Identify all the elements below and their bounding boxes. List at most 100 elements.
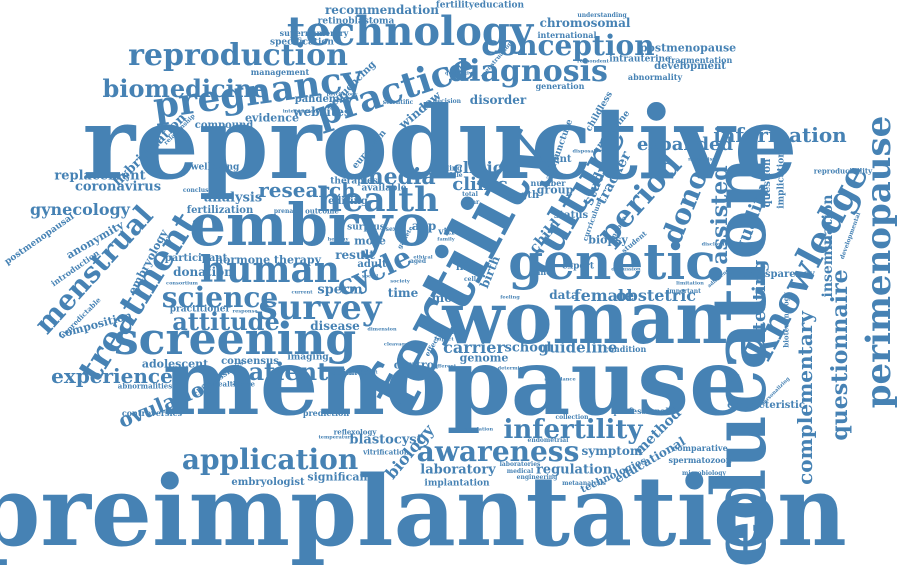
- word-insemination: insemination: [820, 194, 836, 298]
- word-young: young: [437, 329, 459, 336]
- word-diagnosis: diagnosis: [448, 54, 608, 89]
- word-controversies: controversies: [121, 408, 183, 418]
- word-supernumerary: supernumerary: [279, 28, 349, 38]
- word-application: application: [181, 443, 359, 476]
- word-discussion: discussion: [611, 266, 641, 273]
- word-imaging: imaging: [287, 352, 329, 363]
- word-adjunct: adjunct: [332, 367, 366, 377]
- word-surplus: surplus: [347, 222, 385, 233]
- word-genome: genome: [459, 351, 509, 365]
- word-outcome: outcome: [305, 206, 339, 216]
- word-technology: technology: [286, 8, 534, 55]
- word-significant: significant: [307, 470, 373, 484]
- word-reproduction: reproduction: [128, 38, 348, 73]
- word-social: social: [361, 273, 379, 280]
- word-status: status: [553, 210, 589, 221]
- word-collection: collection: [555, 414, 589, 421]
- word-websites: websites: [293, 105, 351, 119]
- word-vitrification: vitrification: [363, 447, 409, 457]
- word-sperm: sperm: [317, 282, 363, 298]
- word-cell: cell: [463, 276, 477, 283]
- word-aged: aged: [409, 258, 427, 265]
- word-research: research: [258, 178, 356, 202]
- word-assisted: assisted: [707, 165, 733, 265]
- word-psychology: psychology: [326, 91, 358, 98]
- word-evidence: evidence: [245, 111, 299, 125]
- word-generation: generation: [535, 81, 585, 91]
- word-society: society: [390, 278, 410, 285]
- word-health: health: [317, 180, 439, 220]
- word-reflexology: reflexology: [333, 427, 377, 437]
- word-embryologist: embryologist: [231, 477, 305, 488]
- word-perimenopause: perimenopause: [859, 115, 899, 409]
- word-abnormalities: abnormalities: [117, 381, 173, 391]
- word-compound: compound: [194, 120, 254, 131]
- word-coronavirus: coronavirus: [74, 179, 162, 195]
- word-condition: condition: [603, 344, 647, 354]
- word-fragmentation: fragmentation: [667, 55, 733, 65]
- word-participant: participant: [164, 253, 228, 264]
- word-proficient: proficient: [350, 369, 378, 376]
- word-replacement: replacement: [54, 168, 146, 184]
- word-development: development: [654, 61, 726, 72]
- word-length: length: [502, 190, 540, 201]
- word-media: media: [360, 164, 436, 190]
- word-important: important: [667, 288, 701, 295]
- word-laboratory: laboratory: [420, 462, 496, 478]
- word-intrauterine: intrauterine: [609, 54, 671, 65]
- word-healthy: healthy: [327, 236, 349, 243]
- word-family: family: [437, 236, 455, 243]
- word-biotechnology: biotechnology: [781, 292, 791, 348]
- word-science: science: [161, 281, 279, 314]
- word-wellbeing: wellbeing: [190, 162, 240, 173]
- word-survey: survey: [258, 288, 382, 328]
- word-microbiology: microbiology: [682, 470, 726, 477]
- word-determine: determine: [497, 365, 527, 372]
- word-clinic: clinic: [452, 174, 508, 195]
- word-prediction: prediction: [302, 408, 350, 418]
- word-medical: medical: [506, 468, 534, 475]
- word-app: app: [411, 219, 437, 233]
- word-genetic: genetic: [508, 232, 716, 291]
- word-conception: conception: [481, 29, 655, 62]
- word-implication: implication: [776, 151, 787, 209]
- word-sex: sex: [385, 226, 397, 233]
- word-comparative: comparative: [672, 443, 728, 453]
- word-temperature: temperature: [318, 434, 354, 441]
- word-disposal: disposal: [572, 148, 596, 155]
- word-infertility: infertility: [503, 415, 643, 445]
- word-more: more: [354, 234, 386, 248]
- word-recommendation: recommendation: [324, 3, 440, 17]
- word-conclusion: conclusion: [182, 187, 220, 194]
- word-engineering: engineering: [516, 474, 558, 481]
- word-adolescent: adolescent: [141, 357, 209, 371]
- word-carrier: carrier: [443, 338, 505, 357]
- word-reproductive: reproductive: [82, 84, 798, 202]
- word-data: data: [549, 288, 579, 302]
- word-disease: disease: [310, 319, 360, 333]
- word-postmenopausal: postmenopausal: [3, 211, 77, 268]
- word-limitation: limitation: [676, 280, 704, 287]
- word-management: management: [250, 67, 310, 77]
- word-woman: woman: [442, 275, 728, 360]
- word-spermatozoon: spermatozoon: [668, 455, 732, 465]
- word-expert: expert: [561, 261, 595, 272]
- word-embryo: embryo: [189, 191, 431, 259]
- word-dimension: dimension: [367, 326, 397, 333]
- word-symptom: symptom: [581, 444, 643, 458]
- word-endometrial: endometrial: [527, 437, 569, 444]
- word-editing: editing: [328, 196, 368, 207]
- word-intervention: intervention: [282, 108, 318, 115]
- word-chromosomal: chromosomal: [539, 16, 631, 30]
- word-awareness: awareness: [416, 435, 580, 468]
- word-analysis: analysis: [203, 190, 263, 206]
- word-laboratories: laboratories: [499, 461, 541, 468]
- word-response: response: [232, 308, 258, 315]
- word-finding: finding: [434, 163, 462, 173]
- word-complementary: complementary: [793, 311, 817, 485]
- word-available: available: [361, 183, 407, 194]
- word-donation: donation: [173, 265, 233, 279]
- word-patient: patient: [231, 357, 329, 386]
- word-biomedicine: biomedicine: [102, 74, 268, 103]
